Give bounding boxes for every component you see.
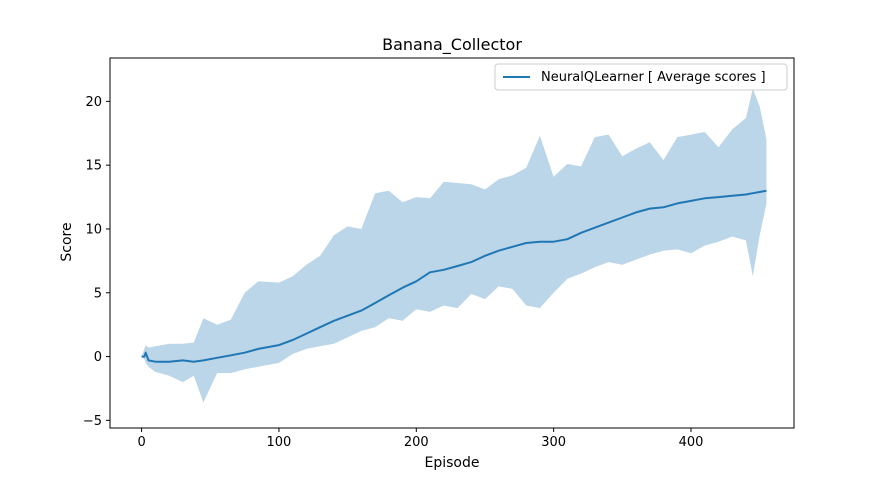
legend-label: NeuralQLearner [ Average scores ]: [541, 70, 766, 85]
x-axis-label: Episode: [425, 455, 480, 471]
y-tick-label: 15: [85, 159, 102, 174]
y-tick-label: 5: [94, 286, 102, 301]
x-tick-label: 100: [267, 435, 292, 450]
plot-frame: [109, 57, 795, 429]
axes: 0 100 200 300 400 −5 0 5 10 15 20: [83, 57, 795, 450]
y-tick-label: 0: [94, 350, 102, 365]
x-tick-label: 0: [137, 435, 145, 450]
x-tick-label: 400: [679, 435, 704, 450]
y-tick-label: −5: [83, 414, 102, 429]
chart-title: Banana_Collector: [382, 35, 522, 55]
y-tick-label: 10: [85, 222, 102, 237]
y-axis-label: Score: [59, 222, 75, 261]
series-0-line: [141, 189, 767, 363]
legend: NeuralQLearner [ Average scores ]: [494, 63, 788, 91]
plot-area: [141, 88, 767, 403]
x-tick-label: 200: [404, 435, 429, 450]
y-tick-label: 20: [85, 95, 102, 110]
series-0-band: [141, 88, 767, 403]
x-tick-label: 300: [541, 435, 566, 450]
legend-box: [494, 63, 788, 91]
